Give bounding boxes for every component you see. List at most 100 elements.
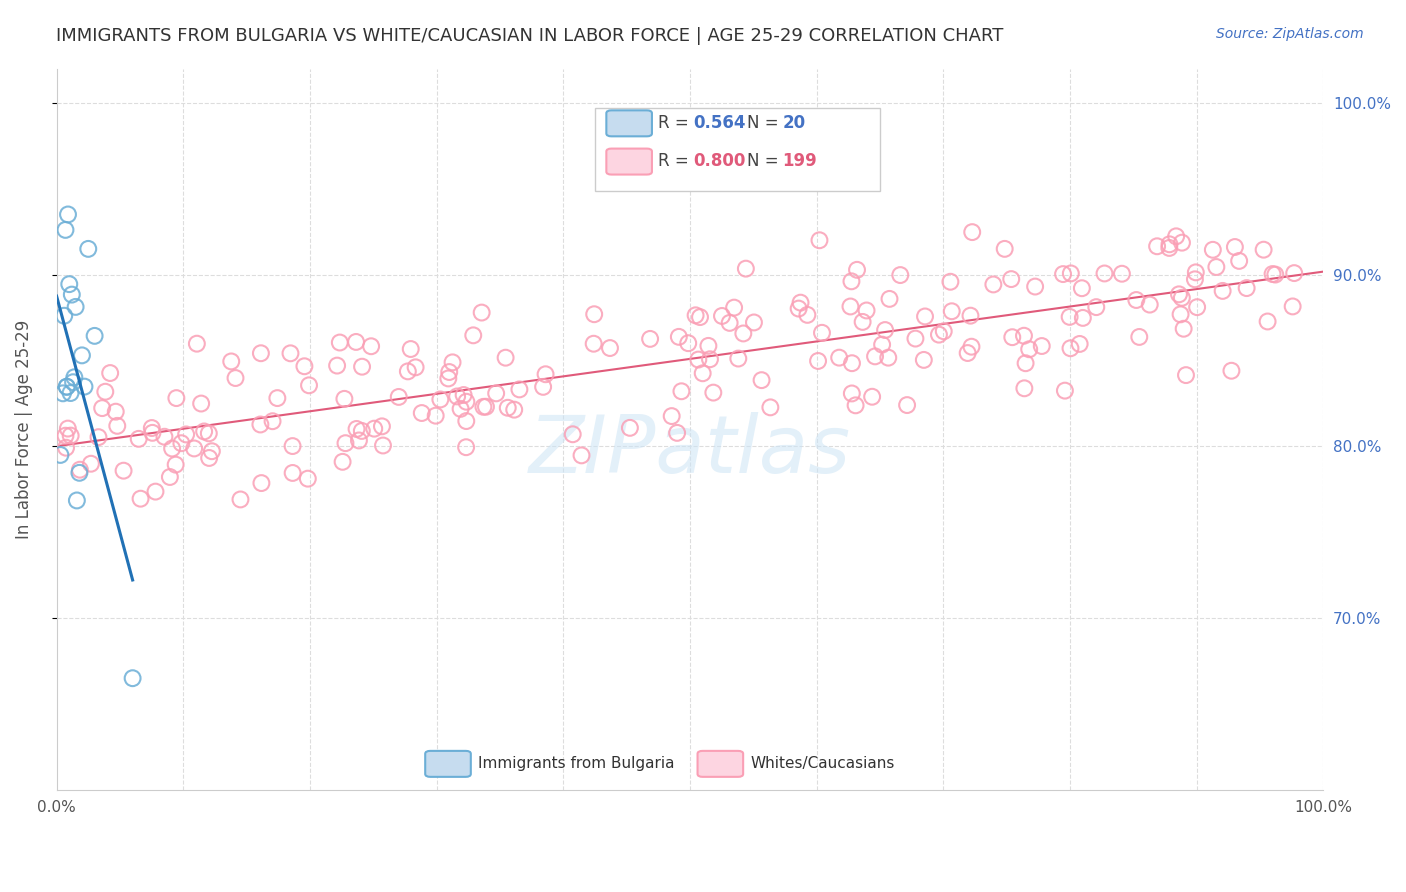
Point — [939, 275, 962, 289]
Point — [759, 401, 782, 415]
Point — [52, 386, 75, 401]
Point — [877, 351, 900, 365]
Point — [1281, 300, 1303, 314]
Point — [346, 422, 368, 436]
Text: Immigrants from Bulgaria: Immigrants from Bulgaria — [478, 756, 675, 772]
Point — [1159, 237, 1181, 252]
Point — [807, 354, 830, 368]
Point — [405, 360, 427, 375]
Point — [808, 233, 831, 247]
Point — [70, 348, 93, 362]
Point — [183, 442, 205, 456]
Point — [994, 242, 1017, 256]
Point — [582, 336, 605, 351]
Point — [742, 315, 765, 329]
Text: N =: N = — [747, 113, 783, 132]
Point — [66, 493, 89, 508]
Point — [129, 491, 152, 506]
Text: N =: N = — [747, 152, 783, 169]
Text: Source: ZipAtlas.com: Source: ZipAtlas.com — [1216, 27, 1364, 41]
Point — [67, 466, 90, 480]
Point — [1171, 235, 1194, 250]
Point — [1085, 300, 1108, 314]
Point — [789, 295, 811, 310]
Point — [583, 307, 606, 321]
Text: R =: R = — [658, 152, 695, 169]
Point — [190, 396, 212, 410]
Point — [329, 335, 352, 350]
Point — [335, 436, 357, 450]
Point — [266, 391, 288, 405]
Point — [571, 449, 593, 463]
Point — [1184, 272, 1206, 286]
Point — [294, 359, 316, 374]
Point — [332, 455, 354, 469]
Point — [60, 287, 83, 301]
Point — [496, 401, 519, 415]
Point — [661, 409, 683, 423]
Point — [1168, 287, 1191, 301]
Point — [104, 405, 127, 419]
Point — [456, 394, 478, 409]
Point — [845, 398, 868, 412]
Point — [723, 301, 745, 315]
Point — [932, 324, 955, 338]
Point — [839, 300, 862, 314]
Point — [170, 436, 193, 450]
Text: 199: 199 — [782, 152, 817, 169]
Point — [941, 304, 963, 318]
FancyBboxPatch shape — [425, 751, 471, 777]
Text: IMMIGRANTS FROM BULGARIA VS WHITE/CAUCASIAN IN LABOR FORCE | AGE 25-29 CORRELATI: IMMIGRANTS FROM BULGARIA VS WHITE/CAUCAS… — [56, 27, 1004, 45]
Point — [1125, 293, 1147, 307]
Point — [153, 430, 176, 444]
Point — [59, 386, 82, 401]
Point — [503, 402, 526, 417]
Point — [174, 427, 197, 442]
Text: 20: 20 — [782, 113, 806, 132]
Point — [262, 414, 284, 428]
Point — [83, 329, 105, 343]
Point — [828, 351, 851, 365]
Point — [193, 425, 215, 439]
Point — [219, 354, 242, 368]
Point — [347, 434, 370, 448]
Point — [55, 380, 77, 394]
Point — [1024, 279, 1046, 293]
Point — [425, 409, 447, 423]
Point — [561, 427, 583, 442]
Point — [360, 339, 382, 353]
Point — [1094, 267, 1116, 281]
Point — [65, 300, 87, 314]
Point — [281, 466, 304, 480]
Point — [1060, 267, 1083, 281]
Point — [688, 352, 710, 367]
Point — [1264, 268, 1286, 282]
Point — [59, 428, 82, 442]
Point — [1128, 330, 1150, 344]
Point — [352, 359, 374, 374]
Point — [249, 417, 271, 432]
Point — [98, 366, 121, 380]
Point — [475, 400, 498, 414]
Point — [471, 305, 494, 319]
Point — [1170, 307, 1192, 321]
Point — [666, 425, 689, 440]
Point — [870, 337, 893, 351]
Point — [91, 401, 114, 416]
Point — [53, 309, 76, 323]
FancyBboxPatch shape — [606, 111, 652, 136]
Point — [55, 223, 77, 237]
Point — [1001, 330, 1024, 344]
Point — [229, 492, 252, 507]
Point — [344, 334, 367, 349]
Point — [879, 292, 901, 306]
Point — [105, 418, 128, 433]
Point — [399, 342, 422, 356]
Point — [676, 336, 699, 351]
Point — [485, 386, 508, 401]
Point — [960, 340, 983, 354]
Point — [1059, 310, 1081, 324]
Point — [1223, 240, 1246, 254]
Point — [73, 379, 96, 393]
Point — [55, 428, 77, 442]
